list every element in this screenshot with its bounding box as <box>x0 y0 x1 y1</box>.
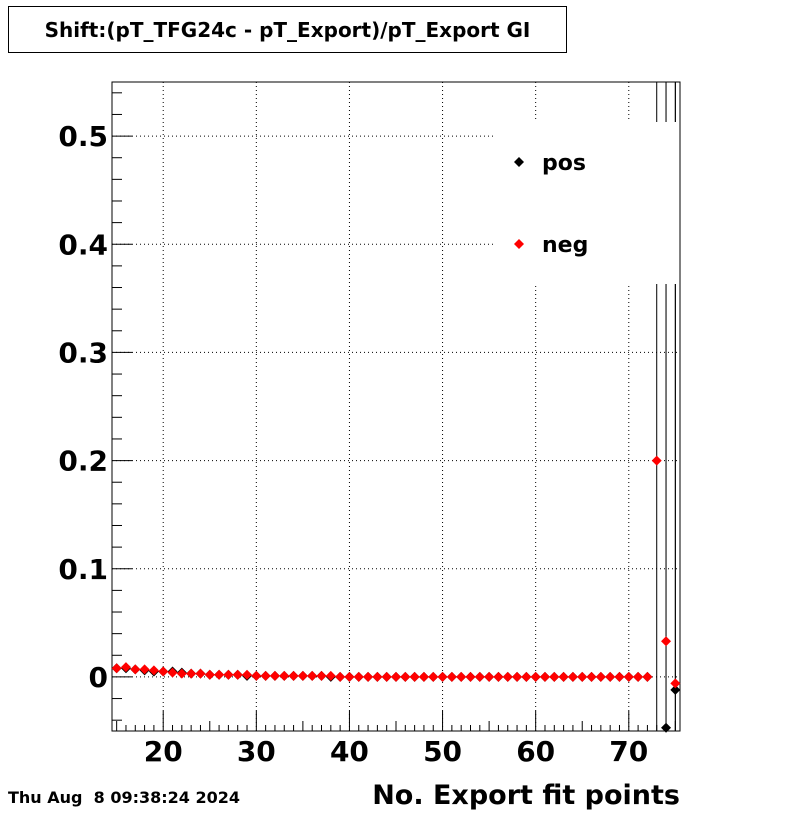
data-point-neg <box>111 663 122 674</box>
data-point-neg <box>623 671 634 682</box>
data-point-neg <box>661 636 672 647</box>
data-point-neg <box>614 671 625 682</box>
data-point-neg <box>232 669 243 680</box>
data-point-neg <box>391 671 401 682</box>
data-point-neg <box>586 671 597 682</box>
data-point-neg <box>400 671 411 682</box>
chart-title: Shift:(pT_TFG24c - pT_Export)/pT_Export … <box>44 17 531 42</box>
legend-label-neg: neg <box>542 233 588 258</box>
data-point-neg <box>214 669 225 680</box>
data-point-neg <box>344 671 355 682</box>
data-point-neg <box>176 668 187 679</box>
data-point-neg <box>139 664 150 675</box>
data-point-neg <box>269 670 280 681</box>
data-point-neg <box>577 671 588 682</box>
data-point-neg <box>363 671 374 682</box>
y-tick-label: 0.3 <box>58 336 108 369</box>
data-point-neg <box>512 671 523 682</box>
data-point-neg <box>353 671 364 682</box>
data-point-pos <box>670 684 681 695</box>
data-point-neg <box>195 668 206 679</box>
x-tick-label: 70 <box>609 735 648 768</box>
legend-box <box>495 122 679 284</box>
data-point-neg <box>418 671 429 682</box>
timestamp: Thu Aug 8 09:38:24 2024 <box>8 788 241 807</box>
data-point-neg <box>288 670 299 681</box>
data-point-neg <box>130 664 141 675</box>
x-tick-label: 30 <box>237 735 276 768</box>
legend-marker-pos <box>514 157 524 167</box>
data-point-neg <box>633 671 644 682</box>
data-point-neg <box>484 671 495 682</box>
y-tick-label: 0.2 <box>58 445 108 478</box>
data-point-neg <box>595 671 606 682</box>
y-tick-label: 0.5 <box>58 120 108 153</box>
data-point-neg <box>409 671 420 682</box>
data-point-neg <box>316 670 327 681</box>
axis-ticks: 0 0.1 0.2 0.3 0.4 0.5 20 30 40 50 60 70 <box>58 92 676 768</box>
y-tick-label: 0.4 <box>58 228 108 261</box>
data-point-neg <box>605 671 616 682</box>
x-tick-label: 20 <box>144 735 183 768</box>
x-tick-label: 60 <box>516 735 555 768</box>
data-point-neg <box>521 671 532 682</box>
data-point-neg <box>260 670 271 681</box>
data-point-neg <box>539 671 550 682</box>
data-point-neg <box>474 671 485 682</box>
data-point-neg <box>502 671 513 682</box>
x-tick-label: 40 <box>330 735 369 768</box>
data-point-neg <box>456 671 467 682</box>
data-point-neg <box>372 671 383 682</box>
x-tick-label: 50 <box>423 735 462 768</box>
legend: pos neg <box>495 122 679 284</box>
data-point-neg <box>567 671 578 682</box>
data-point-pos <box>661 722 672 733</box>
data-point-neg <box>186 668 197 679</box>
data-point-neg <box>530 671 541 682</box>
data-point-neg <box>242 669 253 680</box>
chart-title-box: Shift:(pT_TFG24c - pT_Export)/pT_Export … <box>8 6 567 53</box>
data-points-layer <box>111 455 681 733</box>
data-point-neg <box>297 670 308 681</box>
data-point-neg <box>204 669 215 680</box>
data-point-neg <box>493 671 504 682</box>
data-point-neg <box>148 665 159 676</box>
data-point-neg <box>437 671 448 682</box>
data-point-neg <box>428 671 439 682</box>
data-point-neg <box>167 667 178 678</box>
y-tick-label: 0 <box>89 661 108 694</box>
data-point-neg <box>325 670 336 681</box>
data-point-neg <box>642 671 653 682</box>
data-point-neg <box>251 670 262 681</box>
data-point-neg <box>279 670 290 681</box>
legend-label-pos: pos <box>542 151 586 176</box>
data-point-neg <box>335 671 346 682</box>
data-point-neg <box>549 671 560 682</box>
data-point-neg <box>446 671 457 682</box>
data-point-neg <box>670 678 681 689</box>
data-point-neg <box>158 666 169 677</box>
data-point-neg <box>120 662 131 673</box>
data-point-neg <box>465 671 476 682</box>
legend-marker-neg <box>514 239 524 249</box>
data-point-neg <box>381 671 392 682</box>
data-point-neg <box>558 671 569 682</box>
data-point-neg <box>223 669 234 680</box>
data-point-neg <box>307 670 318 681</box>
x-axis-label: No. Export fit points <box>372 780 680 811</box>
data-point-neg <box>651 455 662 466</box>
y-tick-label: 0.1 <box>58 553 108 586</box>
